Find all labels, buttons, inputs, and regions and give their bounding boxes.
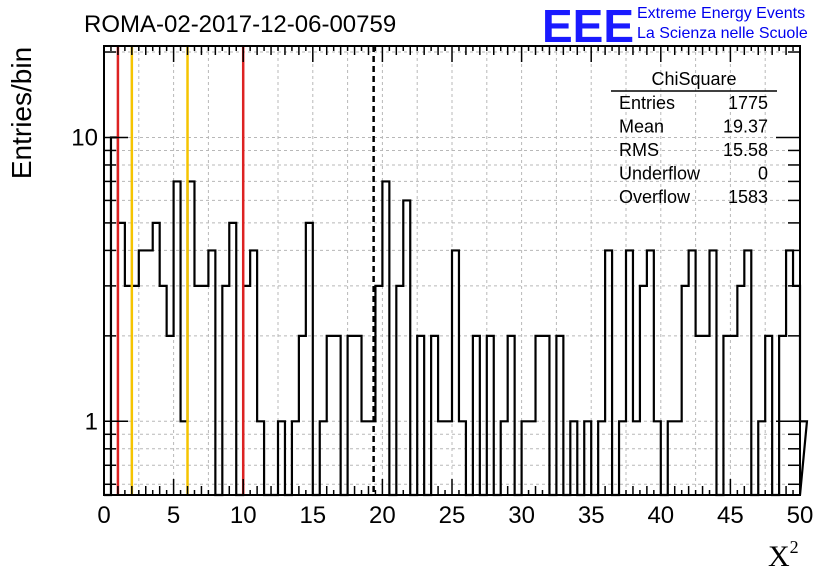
y-axis-ticks: 1 10 [71, 51, 800, 486]
x-axis-label-superscript: 2 [790, 537, 799, 557]
x-tick-label: 25 [439, 502, 466, 529]
stats-row-value: 0 [758, 164, 768, 184]
y-tick-label: 1 [85, 408, 98, 435]
histogram-steps [104, 136, 809, 497]
x-tick-label: 20 [369, 502, 396, 529]
x-tick-label: 50 [787, 502, 814, 529]
x-tick-label: 5 [167, 502, 180, 529]
x-tick-label: 40 [647, 502, 674, 529]
stats-row-value: 1583 [728, 187, 768, 207]
x-tick-label: 15 [299, 502, 326, 529]
stats-rows: Entries 1775 Mean 19.37 RMS 15.58 Underflow 0 Ov… [619, 93, 768, 207]
stats-row-value: 1775 [728, 93, 768, 113]
stats-row-value: 15.58 [723, 140, 768, 160]
marker-lines [116, 46, 375, 495]
stats-title: ChiSquare [651, 69, 736, 89]
eee-logo-line1: Extreme Energy Events [637, 5, 805, 22]
x-axis-label-main: X [768, 540, 790, 572]
x-tick-label: 10 [230, 502, 257, 529]
stats-row-label: Mean [619, 117, 664, 137]
x-axis-label: X2 [768, 537, 799, 572]
stats-row-label: Entries [619, 93, 675, 113]
eee-logo-mark: EEE [542, 0, 634, 52]
stats-box: ChiSquare Entries 1775 Mean 19.37 RMS 15.58 Un… [611, 69, 777, 207]
y-tick-label: 10 [71, 124, 98, 151]
stats-row-value: 19.37 [723, 117, 768, 137]
y-axis-label: Entries/bin [6, 47, 37, 179]
stats-row-label: RMS [619, 140, 659, 160]
stats-row-label: Overflow [619, 187, 691, 207]
x-tick-label: 30 [508, 502, 535, 529]
x-tick-label: 45 [717, 502, 744, 529]
eee-logo: EEE Extreme Energy Events La Scienza nel… [542, 0, 808, 52]
chart-title: ROMA-02-2017-12-06-00759 [84, 11, 396, 38]
x-axis-ticks: 0 5 10 15 20 25 30 35 40 45 50 [97, 46, 813, 529]
histogram-step-line [104, 136, 809, 497]
x-tick-label: 0 [97, 502, 110, 529]
eee-logo-line2: La Scienza nelle Scuole [637, 25, 808, 42]
stats-row-label: Underflow [619, 164, 701, 184]
x-tick-label: 35 [578, 502, 605, 529]
